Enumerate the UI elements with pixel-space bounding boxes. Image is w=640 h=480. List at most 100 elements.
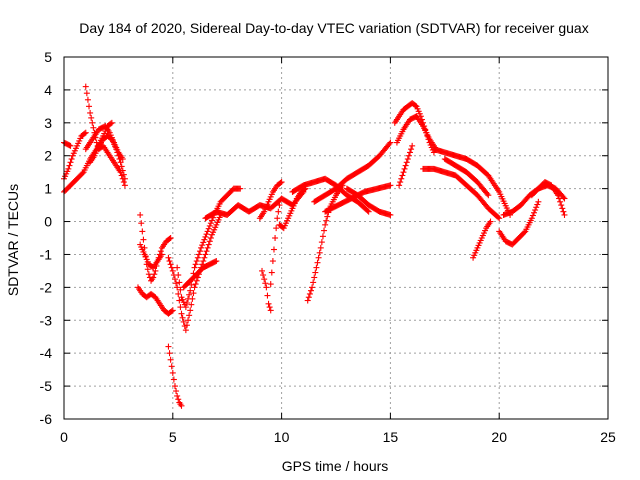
data-point — [193, 258, 200, 265]
data-point — [82, 83, 89, 90]
data-point — [558, 202, 565, 209]
data-point — [202, 233, 209, 240]
data-point — [535, 198, 542, 205]
data-point — [487, 218, 494, 225]
data-point — [556, 195, 563, 202]
data-point — [139, 228, 146, 235]
data-point — [86, 103, 93, 110]
data-point — [203, 231, 210, 238]
data-point — [150, 274, 157, 281]
data-point — [204, 244, 211, 251]
data-point — [166, 258, 173, 265]
data-point — [199, 242, 206, 249]
data-point — [173, 388, 180, 395]
data-point — [495, 214, 502, 221]
x-tick-label: 25 — [600, 429, 616, 445]
data-point — [386, 140, 393, 147]
x-tick-label: 5 — [169, 429, 177, 445]
data-point — [387, 182, 394, 189]
data-point — [84, 96, 91, 103]
data-point — [496, 215, 503, 222]
data-point — [170, 376, 177, 383]
data-point — [264, 292, 271, 299]
data-point — [401, 165, 408, 172]
data-point — [277, 179, 284, 186]
data-point — [121, 182, 128, 189]
data-point — [207, 235, 214, 241]
data-point — [167, 235, 174, 241]
data-point — [266, 304, 273, 311]
data-point — [529, 212, 536, 219]
data-point — [201, 236, 208, 243]
data-point — [405, 152, 412, 159]
data-point — [178, 402, 185, 409]
x-tick-label: 20 — [491, 429, 507, 445]
data-point — [310, 279, 317, 286]
data-point — [89, 119, 96, 126]
y-tick-label: 2 — [44, 148, 52, 164]
data-point — [117, 159, 124, 166]
data-point — [81, 130, 88, 137]
data-point — [65, 165, 72, 172]
data-point — [269, 258, 276, 265]
data-point — [118, 163, 125, 170]
data-point — [533, 204, 540, 211]
data-point — [521, 229, 528, 236]
data-point — [561, 195, 568, 202]
data-point — [169, 307, 176, 314]
data-point — [312, 269, 319, 276]
data-point — [175, 396, 182, 403]
data-point — [560, 194, 567, 201]
data-point — [206, 238, 213, 245]
plot-frame — [63, 56, 609, 420]
data-point — [205, 225, 212, 232]
data-point — [186, 291, 193, 298]
data-point — [278, 179, 285, 186]
data-point — [200, 258, 207, 265]
data-point — [307, 287, 314, 294]
data-point — [180, 318, 187, 325]
data-point — [534, 201, 541, 208]
data-point — [399, 172, 406, 179]
y-tick-label: 0 — [44, 214, 52, 230]
data-point — [319, 233, 326, 240]
y-tick-label: 4 — [44, 82, 52, 98]
data-point — [559, 205, 566, 212]
data-point — [173, 280, 180, 287]
data-point — [557, 198, 564, 205]
data-point — [270, 246, 277, 253]
data-point — [207, 220, 214, 227]
data-point — [176, 279, 183, 286]
data-point — [274, 215, 281, 222]
y-tick-label: -5 — [40, 378, 53, 394]
data-point — [314, 259, 321, 266]
data-point — [166, 350, 173, 357]
data-point — [174, 392, 181, 399]
data-point — [398, 175, 405, 182]
data-point — [79, 170, 86, 177]
data-point — [195, 251, 202, 258]
data-point — [168, 264, 175, 271]
data-point — [175, 272, 182, 279]
data-points — [61, 83, 568, 409]
data-point — [192, 281, 199, 288]
data-point — [268, 269, 275, 276]
data-point — [152, 267, 159, 274]
data-point — [205, 241, 212, 248]
data-point — [67, 142, 74, 149]
data-point — [531, 209, 538, 216]
data-point — [322, 221, 329, 228]
data-point — [108, 119, 115, 126]
data-point — [185, 317, 192, 324]
data-point — [316, 249, 323, 256]
data-point — [191, 264, 198, 271]
data-point — [166, 235, 173, 242]
data-point — [119, 167, 126, 174]
data-point — [119, 156, 126, 163]
data-point — [187, 287, 194, 294]
data-point — [169, 369, 176, 376]
data-point — [190, 290, 197, 297]
data-point — [120, 179, 127, 186]
data-point — [169, 267, 176, 274]
data-point — [324, 213, 331, 220]
